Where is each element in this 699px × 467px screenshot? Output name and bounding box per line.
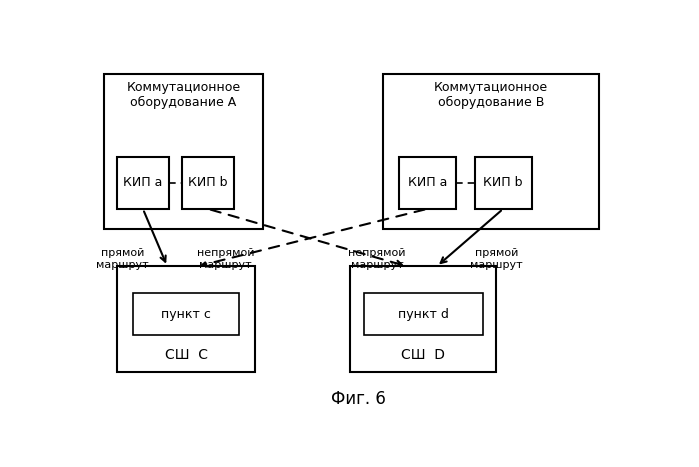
Text: КИП b: КИП b bbox=[188, 177, 228, 189]
Text: Фиг. 6: Фиг. 6 bbox=[331, 390, 386, 409]
Text: Коммутационное
оборудование В: Коммутационное оборудование В bbox=[434, 81, 548, 109]
Text: прямой
маршрут: прямой маршрут bbox=[96, 248, 149, 270]
Bar bbox=[363, 293, 483, 335]
Text: пункт d: пункт d bbox=[398, 308, 449, 320]
Text: непрямой
маршрут: непрямой маршрут bbox=[348, 248, 406, 270]
Bar bbox=[117, 266, 255, 373]
Text: КИП b: КИП b bbox=[484, 177, 523, 189]
Bar bbox=[134, 293, 239, 335]
Text: Коммутационное
оборудование A: Коммутационное оборудование A bbox=[127, 81, 240, 109]
Bar bbox=[182, 157, 233, 209]
Bar bbox=[399, 157, 456, 209]
Bar bbox=[350, 266, 496, 373]
Bar bbox=[382, 74, 599, 229]
Text: прямой
маршрут: прямой маршрут bbox=[470, 248, 523, 270]
Bar bbox=[103, 74, 264, 229]
Text: СШ  D: СШ D bbox=[401, 348, 445, 361]
Text: КИП а: КИП а bbox=[123, 177, 163, 189]
Bar bbox=[117, 157, 168, 209]
Text: непрямой
маршрут: непрямой маршрут bbox=[196, 248, 254, 270]
Bar bbox=[475, 157, 531, 209]
Text: пункт с: пункт с bbox=[161, 308, 211, 320]
Text: СШ  C: СШ C bbox=[165, 348, 208, 361]
Text: КИП а: КИП а bbox=[408, 177, 447, 189]
